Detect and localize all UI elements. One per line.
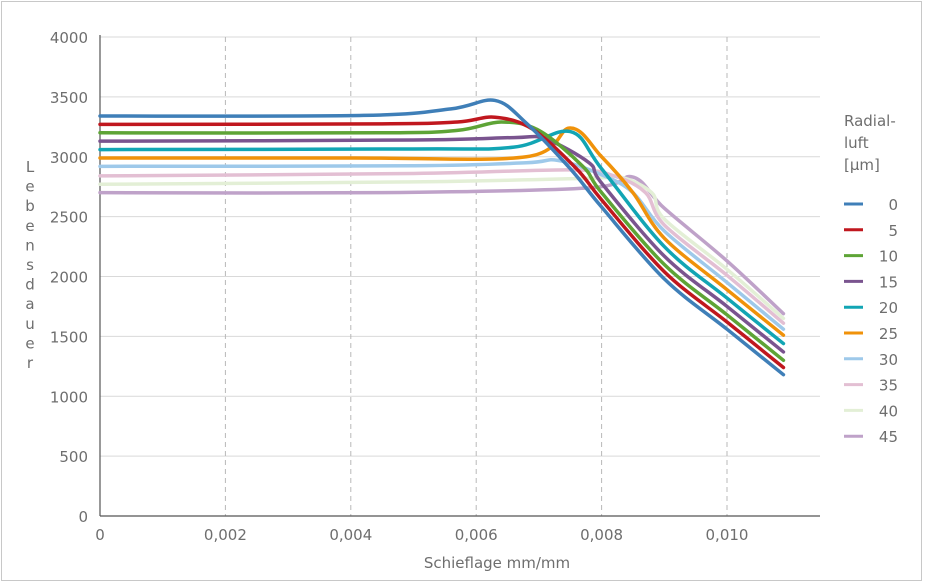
y-axis-label-letter: r — [27, 354, 34, 372]
y-tick-label: 4000 — [50, 29, 88, 47]
y-axis-label-letter: n — [25, 236, 35, 254]
legend-title: Radial- — [844, 112, 896, 130]
legend-label: 45 — [879, 428, 898, 446]
legend-label: 40 — [879, 402, 898, 420]
x-tick-label: 0 — [95, 526, 105, 544]
legend-title: [µm] — [844, 156, 880, 174]
series-line-20 — [98, 129, 786, 346]
x-tick-label: 0,010 — [706, 526, 749, 544]
series-line-30 — [98, 157, 786, 331]
legend-label: 20 — [879, 299, 898, 317]
y-axis-label-letter: b — [25, 197, 35, 215]
y-axis-label-letter: s — [26, 256, 34, 274]
x-tick-label: 0,006 — [455, 526, 498, 544]
series-lines — [98, 98, 786, 377]
y-axis-label-letter: d — [25, 276, 35, 294]
legend-label: 25 — [879, 325, 898, 343]
series-line-35 — [98, 168, 786, 325]
y-tick-label: 3500 — [50, 89, 88, 107]
y-tick-label: 2000 — [50, 269, 88, 287]
y-axis-label-letter: e — [25, 334, 34, 352]
y-axis-label-letter: e — [25, 217, 34, 235]
legend-title: luft — [844, 134, 869, 152]
x-tick-label: 0,008 — [580, 526, 623, 544]
series-line-10 — [98, 120, 786, 363]
legend: Radial-luft [µm] 0 5 10 15 20 25 30 35 40 45 — [844, 112, 898, 446]
legend-label: 10 — [879, 248, 898, 266]
y-tick-label: 500 — [59, 448, 88, 466]
y-tick-label: 2500 — [50, 209, 88, 227]
chart-frame — [1, 1, 922, 581]
legend-label: 15 — [879, 273, 898, 291]
y-tick-label: 1000 — [50, 388, 88, 406]
axes: 0 500 1000 1500 2000 2500 3000 3500 4000 0 0,002 0,… — [50, 29, 820, 544]
series-line-5 — [98, 115, 786, 370]
y-tick-label: 3000 — [50, 149, 88, 167]
legend-label: 30 — [879, 351, 898, 369]
legend-label: 35 — [879, 377, 898, 395]
y-axis-label-letter: L — [26, 158, 35, 176]
x-tick-label: 0,004 — [329, 526, 372, 544]
series-line-25 — [98, 126, 786, 337]
y-axis-label-letter: a — [25, 295, 34, 313]
x-tick-label: 0,002 — [204, 526, 247, 544]
series-line-0 — [98, 98, 786, 377]
y-tick-label: 0 — [78, 508, 88, 526]
legend-label: 0 — [888, 196, 898, 214]
x-axis-label: Schieflage mm/mm — [424, 554, 570, 572]
series-line-15 — [98, 134, 786, 354]
y-axis-label-letter: u — [25, 315, 35, 333]
y-axis-label-letter: e — [25, 178, 34, 196]
legend-label: 5 — [888, 222, 898, 240]
y-tick-label: 1500 — [50, 328, 88, 346]
